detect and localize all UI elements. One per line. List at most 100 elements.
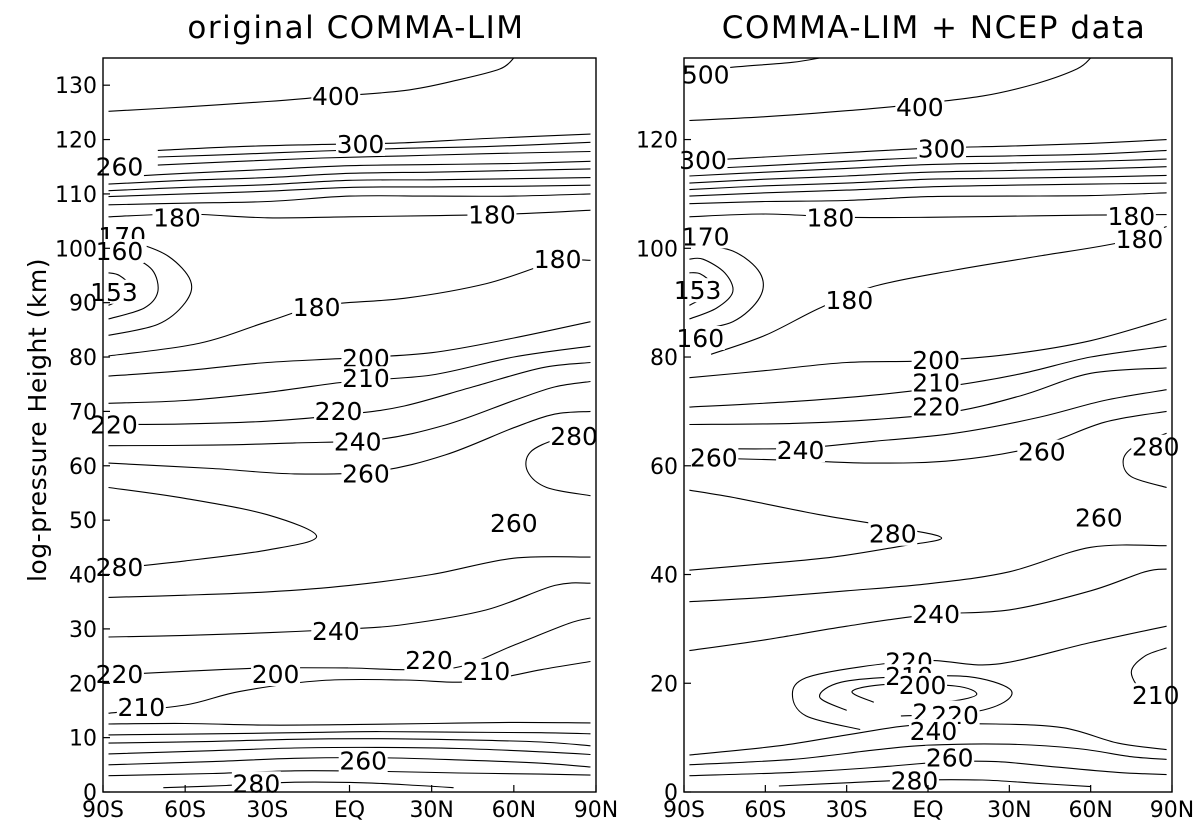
contour-line-220 xyxy=(108,361,591,426)
contour-label-bg xyxy=(911,602,961,627)
contour-line-260 xyxy=(108,556,591,598)
y-tick-label: 30 xyxy=(69,618,97,643)
x-tick-label: 60N xyxy=(1068,798,1112,823)
contour-label: 180 xyxy=(468,201,516,230)
contour-line-160 xyxy=(689,257,734,320)
contour-label-bg xyxy=(404,647,454,672)
contour-line-250 xyxy=(689,743,1167,766)
contour-line-220 xyxy=(108,721,591,726)
contour-label: 260 xyxy=(926,744,974,773)
contour-line-210 xyxy=(108,660,591,714)
contour-label: 240 xyxy=(777,436,825,465)
contour-label-bg xyxy=(314,398,364,423)
x-tick-label: 30S xyxy=(246,798,288,823)
plot-frame xyxy=(683,57,1173,793)
contour-label-bg xyxy=(549,423,599,448)
x-tick-label: 90S xyxy=(663,798,705,823)
contour-label: 170 xyxy=(682,222,730,251)
contour-label: 240 xyxy=(910,717,958,746)
contour-label: 210 xyxy=(117,693,165,722)
contour-line-220 xyxy=(791,625,1167,731)
contour-label: 400 xyxy=(896,93,944,122)
contour-label-bg xyxy=(689,445,739,470)
contour-label: 260 xyxy=(1018,438,1066,467)
contour-line-280 xyxy=(163,781,454,789)
contour-label-bg xyxy=(489,510,539,535)
contour-line-220 xyxy=(689,174,1167,191)
contour-label: 280 xyxy=(233,769,281,798)
contour-label-bg xyxy=(311,619,361,644)
contour-line-180 xyxy=(710,225,1167,355)
contour-label-bg xyxy=(824,287,874,312)
contour-label: 210 xyxy=(463,657,511,686)
contour-label: 180 xyxy=(153,203,201,232)
y-tick-label: 70 xyxy=(69,400,97,425)
y-tick-label: 120 xyxy=(636,129,678,154)
y-tick-label: 10 xyxy=(69,727,97,752)
plot-frame xyxy=(102,57,597,793)
contour-label: 180 xyxy=(1107,202,1155,231)
y-tick-label: 20 xyxy=(650,672,678,697)
contour-line-220 xyxy=(108,177,591,192)
y-tick-label: 20 xyxy=(69,672,97,697)
panel-original-comma-lim: original COMMA-LIM log-pressure Height (… xyxy=(23,10,618,823)
contour-label: 153 xyxy=(674,276,722,305)
contour-label: 220 xyxy=(405,646,453,675)
contour-line-180 xyxy=(689,213,1167,219)
contour-label-bg xyxy=(917,136,967,161)
contour-label-bg xyxy=(533,247,583,272)
contour-label-bg xyxy=(681,224,731,249)
contour-line-280 xyxy=(108,486,318,570)
contour-label: 180 xyxy=(534,245,582,274)
contour-label-bg xyxy=(335,131,385,156)
y-tick-label: 100 xyxy=(636,237,678,262)
contour-line-260 xyxy=(689,158,1167,177)
contour-label-bg xyxy=(467,202,517,227)
contour-label: 200 xyxy=(912,346,960,375)
contour-label-bg xyxy=(338,748,388,773)
contour-label-bg xyxy=(1114,227,1164,252)
contour-label-bg xyxy=(292,295,342,320)
contour-label: 210 xyxy=(912,369,960,398)
contour-label-bg xyxy=(911,370,961,395)
contour-label-bg xyxy=(461,658,511,683)
contour-label-bg xyxy=(925,745,975,770)
y-tick-label: 120 xyxy=(55,129,97,154)
contour-label: 260 xyxy=(342,459,390,488)
x-tick-label: 60N xyxy=(492,798,536,823)
y-tick-label: 50 xyxy=(69,509,97,534)
contour-label: 260 xyxy=(339,746,387,775)
contour-line-240 xyxy=(689,166,1167,184)
x-tick-label: 90S xyxy=(82,798,124,823)
panel-title: COMMA-LIM + NCEP data xyxy=(722,10,1146,46)
contour-line-230 xyxy=(108,731,591,736)
contour-label-bg xyxy=(341,346,391,371)
contour-label-bg xyxy=(1106,204,1156,229)
y-tick-label: 0 xyxy=(664,781,678,806)
x-tick-label: EQ xyxy=(334,798,365,823)
contour-label: 153 xyxy=(90,278,138,307)
contour-line-220 xyxy=(108,617,591,676)
y-tick-label: 80 xyxy=(69,346,97,371)
x-tick-label: 90N xyxy=(1150,798,1194,823)
contour-label: 240 xyxy=(334,427,382,456)
x-tick-label: 30S xyxy=(826,798,868,823)
contour-label-bg xyxy=(116,695,166,720)
x-tick-label: EQ xyxy=(912,798,943,823)
contour-line-170 xyxy=(689,242,764,332)
contour-label-bg xyxy=(1074,505,1124,530)
contour-label: 220 xyxy=(90,410,138,439)
contour-line-200 xyxy=(689,182,1167,197)
y-tick-label: 0 xyxy=(83,781,97,806)
axes: 90S 60S 30S EQ 30N 60N 90N01020304050607080901… xyxy=(55,74,618,823)
contour-line-260 xyxy=(108,160,591,179)
contour-line-270 xyxy=(689,489,943,571)
contour-label-bg xyxy=(678,148,728,173)
y-tick-label: 40 xyxy=(650,564,678,589)
contour-label: 280 xyxy=(891,767,939,796)
contour-line-190 xyxy=(108,193,591,206)
axes: 90S 60S 30S EQ 30N 60N 90N 0 20 40 60 80 100 120 xyxy=(636,129,1194,823)
contour-label-bg xyxy=(805,205,855,230)
